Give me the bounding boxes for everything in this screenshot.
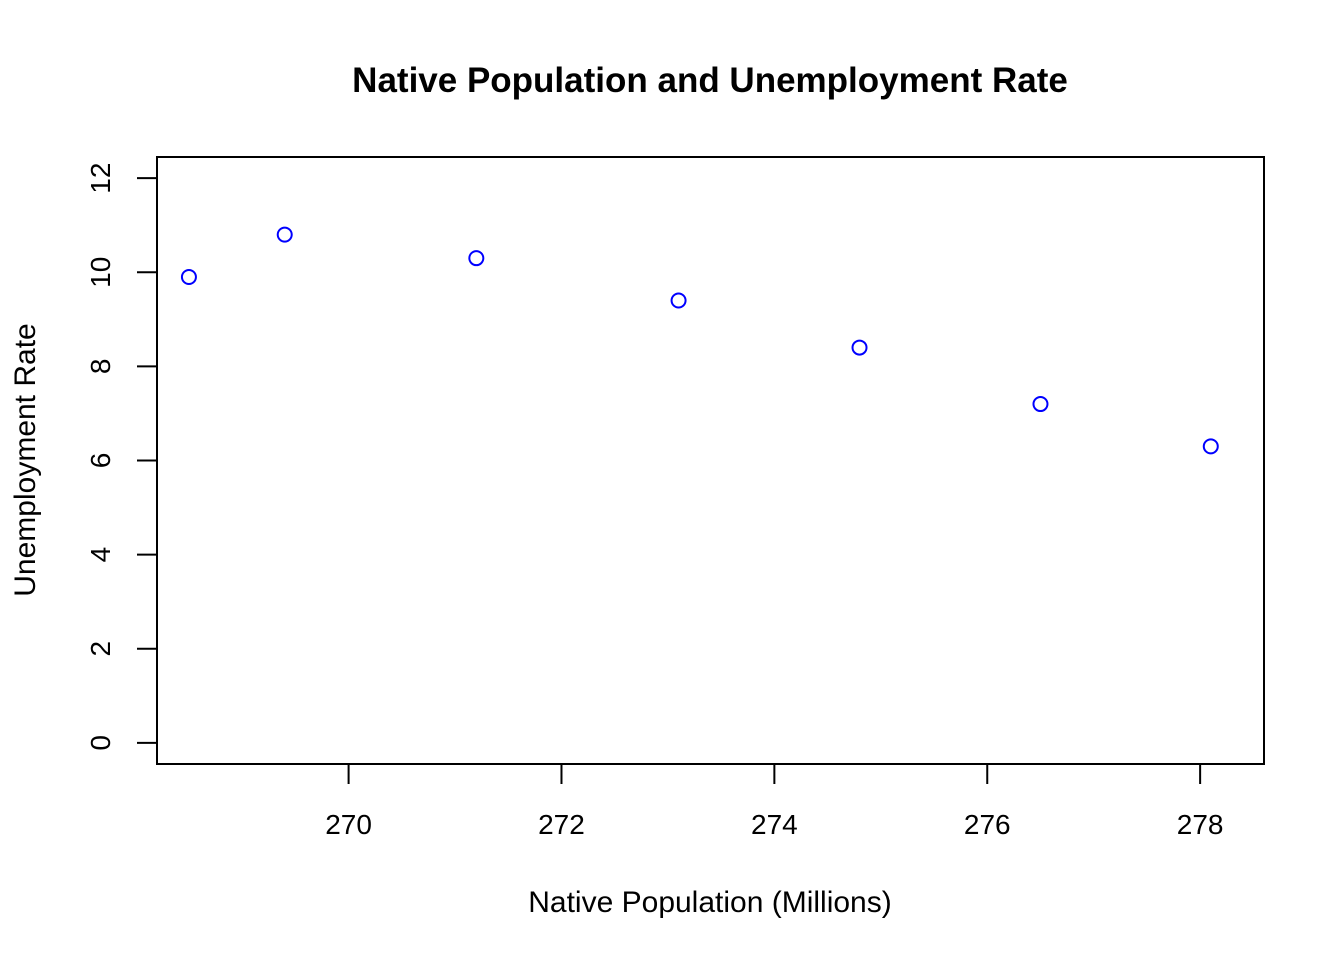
y-tick-label: 2 [85, 641, 116, 657]
x-tick-label: 270 [325, 809, 372, 840]
plot-frame [156, 156, 1265, 765]
y-tick-label: 12 [85, 163, 116, 194]
x-tick-label: 274 [751, 809, 798, 840]
data-points [180, 226, 1219, 455]
chart-title: Native Population and Unemployment Rate [352, 61, 1068, 100]
x-axis: 270 272 274 276 278 [325, 763, 1224, 840]
data-point [180, 268, 197, 285]
y-tick-label: 10 [85, 257, 116, 288]
data-point [276, 226, 293, 243]
data-point [1202, 438, 1219, 455]
x-tick-label: 272 [538, 809, 585, 840]
y-tick-label: 8 [85, 359, 116, 375]
data-point [851, 339, 868, 356]
y-axis-label: Unemployment Rate [9, 323, 42, 596]
y-tick-label: 0 [85, 735, 116, 751]
x-tick-label: 276 [964, 809, 1011, 840]
y-tick-label: 4 [85, 547, 116, 563]
data-point [468, 250, 485, 267]
data-point [670, 292, 687, 309]
data-point [1032, 396, 1049, 413]
x-axis-label: Native Population (Millions) [528, 886, 892, 919]
x-tick-label: 278 [1177, 809, 1224, 840]
y-tick-label: 6 [85, 453, 116, 469]
y-axis: 0 2 4 6 8 10 12 [85, 163, 158, 751]
